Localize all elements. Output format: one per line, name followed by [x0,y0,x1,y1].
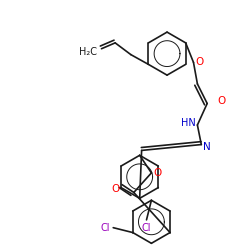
Text: Cl: Cl [101,223,110,233]
Text: O: O [217,96,225,106]
Text: O: O [112,184,120,194]
Text: O: O [153,168,162,178]
Text: Cl: Cl [142,223,151,233]
Text: N: N [203,142,211,152]
Text: HN: HN [181,118,196,128]
Text: O: O [196,58,204,68]
Text: H₂C: H₂C [78,47,96,57]
